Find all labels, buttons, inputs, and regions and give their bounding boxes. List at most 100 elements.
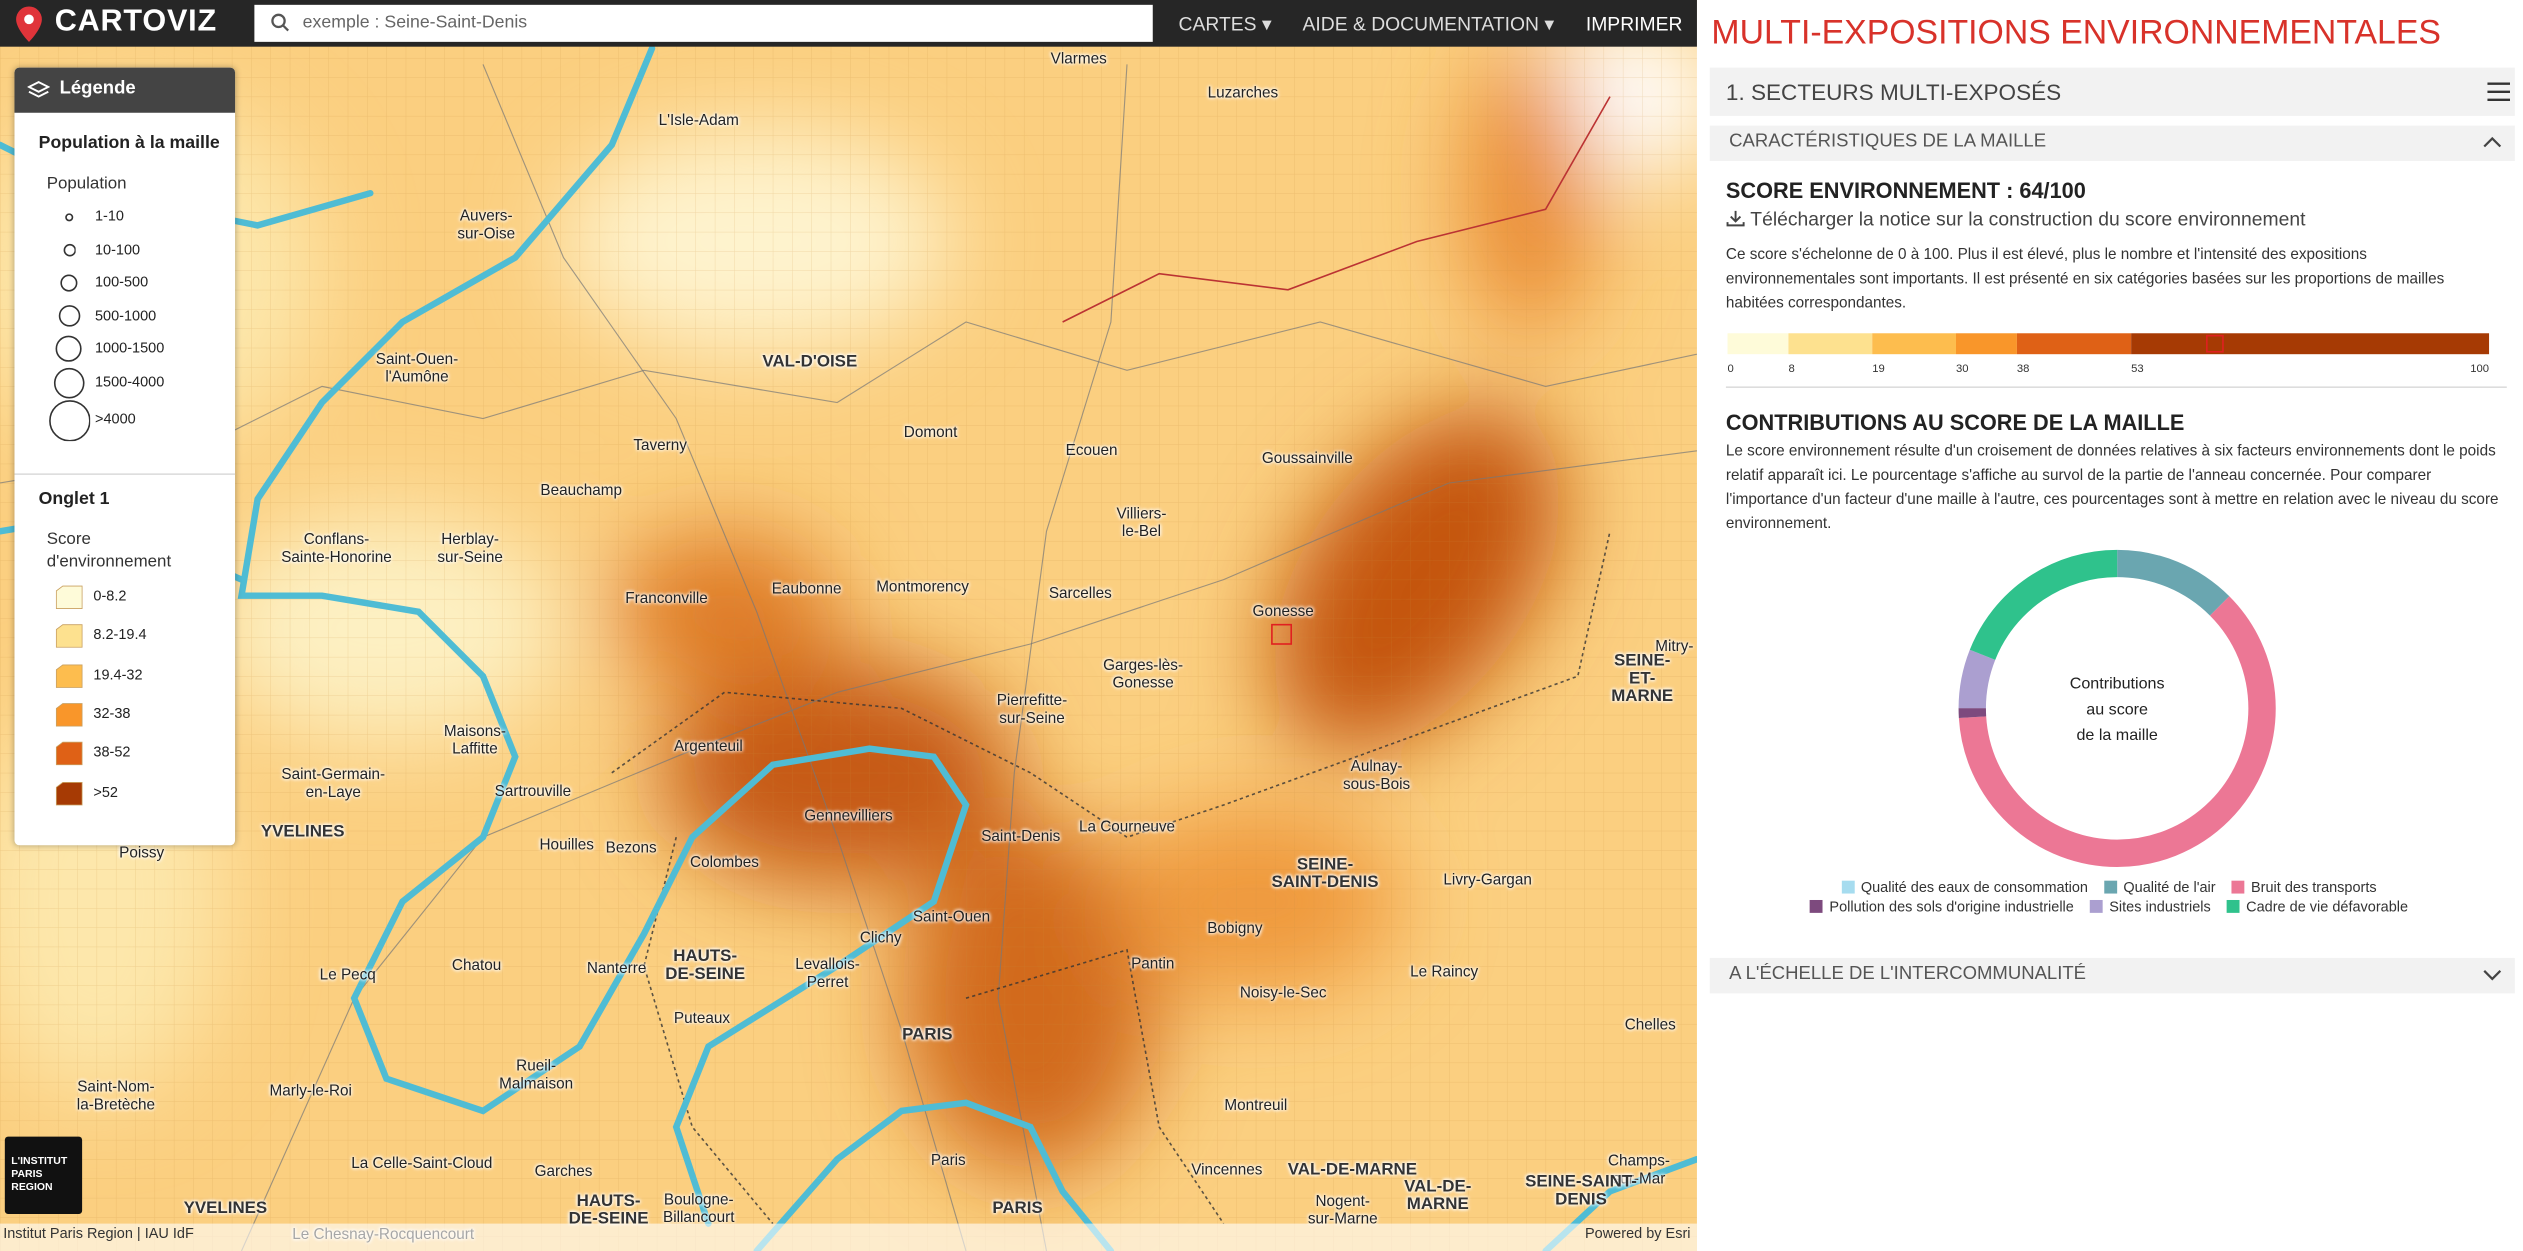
legend-label: Pollution des sols d'origine industriell… [1829, 898, 2074, 915]
map-label: Saint-Germain- en-Laye [281, 766, 386, 802]
divider [1725, 386, 2507, 389]
size-circle [48, 399, 90, 441]
chevron-down [2483, 970, 2502, 981]
download-text: Télécharger la notice sur la constructio… [1750, 207, 2306, 231]
size-circle [56, 336, 83, 363]
map-label: VAL-D'OISE [762, 351, 858, 372]
map[interactable]: Vlarmes Luzarches L'Isle-Adam Auvers- sur-O… [0, 0, 1697, 1251]
legend-class: 38-52 [93, 744, 131, 761]
contrib-text: Le score environnement résulte d'un croi… [1725, 442, 2499, 533]
swatch-shape [55, 742, 83, 766]
map-label: HAUTS- DE-SEINE [665, 946, 746, 984]
legend-header[interactable]: Légende [14, 67, 236, 113]
scale-tick-label: 53 [2131, 363, 2144, 375]
legend-class: 0-8.2 [93, 587, 127, 604]
swatch [55, 624, 83, 649]
map-label: Puteaux [673, 1010, 731, 1028]
size-symbol [58, 305, 81, 328]
legend-item: Pollution des sols d'origine industriell… [1810, 898, 2074, 914]
menu-item[interactable]: CARTES ▾ [1178, 12, 1272, 36]
menu-icon[interactable] [2486, 81, 2512, 104]
map-label: Gennevilliers [804, 807, 893, 826]
attribution: Institut Paris Region | IAU IdF [3, 1225, 194, 1242]
size-circle [58, 305, 81, 328]
download-link[interactable]: Télécharger la notice sur la constructio… [1726, 207, 2306, 231]
size-symbol [48, 399, 90, 441]
donut-segment [1958, 549, 2276, 867]
map-label: La Celle-Saint-Cloud [351, 1155, 493, 1173]
donut-legend: Qualité des eaux de consommation Qualité … [1795, 879, 2423, 914]
scale-tick-label: 100 [2470, 363, 2489, 375]
legend-class: >4000 [94, 410, 136, 427]
logo[interactable]: CARTOVIZ [54, 4, 217, 39]
map-label: Herblay- sur-Seine [437, 531, 503, 567]
map-label: VAL-DE- MARNE [1404, 1176, 1472, 1214]
accordion-header[interactable]: A L'ÉCHELLE DE L'INTERCOMMUNALITÉ [1709, 957, 2515, 994]
size-symbol [60, 274, 78, 292]
score-title: SCORE ENVIRONNEMENT : 64/100 [1725, 178, 2086, 203]
legend-title: Légende [59, 78, 136, 99]
contrib-title: CONTRIBUTIONS AU SCORE DE LA MAILLE [1725, 410, 2185, 435]
map-label: VAL-DE-MARNE [1287, 1160, 1418, 1180]
map-label: L'Isle-Adam [658, 111, 739, 130]
menu-item[interactable]: IMPRIMER [1586, 13, 1683, 36]
scale-tick-label: 8 [1788, 363, 1794, 375]
map-label: Gonesse [1252, 602, 1314, 621]
map-label: Ecouen [1065, 441, 1118, 460]
legend-class: 1-10 [94, 207, 124, 224]
scale-tick-label: 0 [1728, 363, 1734, 375]
scale-segment [1727, 333, 1789, 355]
map-label: Poissy [119, 844, 165, 863]
legend-label: Cadre de vie défavorable [2246, 898, 2409, 915]
search-placeholder: exemple : Seine-Saint-Denis [302, 12, 528, 33]
map-label: Garches [534, 1163, 593, 1181]
legend-class: 1500-4000 [94, 372, 165, 389]
donut-segment [1958, 549, 2276, 867]
map-label: La Courneuve [1078, 818, 1176, 837]
map-label: Garges-lès- Gonesse [1103, 656, 1184, 693]
donut-center-label: au score [2086, 700, 2148, 718]
map-label: Conflans- Sainte-Honorine [281, 531, 392, 567]
map-label: Levallois- Perret [795, 956, 860, 992]
panel-title: MULTI-EXPOSITIONS ENVIRONNEMENTALES [1711, 14, 2441, 52]
swatch [55, 742, 83, 766]
donut-segment [1958, 549, 2276, 867]
size-circle [62, 244, 76, 257]
accordion-header[interactable]: CARACTÉRISTIQUES DE LA MAILLE [1709, 125, 2515, 161]
map-label: Saint-Denis [981, 828, 1061, 847]
map-label: Vincennes [1191, 1161, 1263, 1180]
map-label: Clichy [859, 929, 902, 948]
map-label: Sarcelles [1048, 585, 1112, 603]
map-label: Livry-Gargan [1443, 871, 1532, 890]
swatch [55, 781, 83, 805]
menu-item[interactable]: AIDE & DOCUMENTATION ▾ [1302, 12, 1555, 36]
scale-segment [2016, 333, 2132, 355]
map-label: SEINE- SAINT-DENIS [1271, 854, 1379, 892]
search-input[interactable]: exemple : Seine-Saint-Denis [254, 4, 1153, 42]
menu-label: IMPRIMER [1585, 12, 1683, 36]
score-scale: 0 8 19 30 38 53 100 [1727, 333, 2490, 375]
map-label: SEINE-SAINT-DENIS [1525, 1172, 1637, 1210]
map-label: Le Pecq [319, 966, 376, 985]
divider [14, 473, 236, 475]
map-label: Luzarches [1207, 84, 1279, 103]
institut-logo[interactable]: L'INSTITUT PARIS REGION [4, 1136, 83, 1214]
legend-label: Bruit des transports [2251, 879, 2377, 896]
section-bar[interactable]: 1. SECTEURS MULTI-EXPOSÉS [1709, 67, 2515, 116]
navbar: CARTOVIZ exemple : Seine-Saint-Denis CAR… [0, 0, 1697, 47]
layers-icon [27, 81, 50, 98]
donut-center-label: Contributions [2070, 675, 2165, 693]
map-label: Domont [903, 424, 958, 442]
scale-tick-label: 19 [1872, 363, 1885, 375]
map-label: Auvers- sur-Oise [457, 207, 516, 244]
legend-class: 1000-1500 [94, 339, 165, 356]
score-text: Ce score s'échelonne de 0 à 100. Plus il… [1725, 246, 2445, 313]
legend-label: Qualité des eaux de consommation [1860, 879, 2088, 896]
legend-class: >52 [93, 783, 118, 800]
map-label: Franconville [625, 590, 708, 608]
swatch [55, 663, 83, 688]
legend-item: Sites industriels [2089, 898, 2211, 914]
swatch-shape [55, 624, 83, 649]
map-label: Chelles [1624, 1016, 1676, 1035]
